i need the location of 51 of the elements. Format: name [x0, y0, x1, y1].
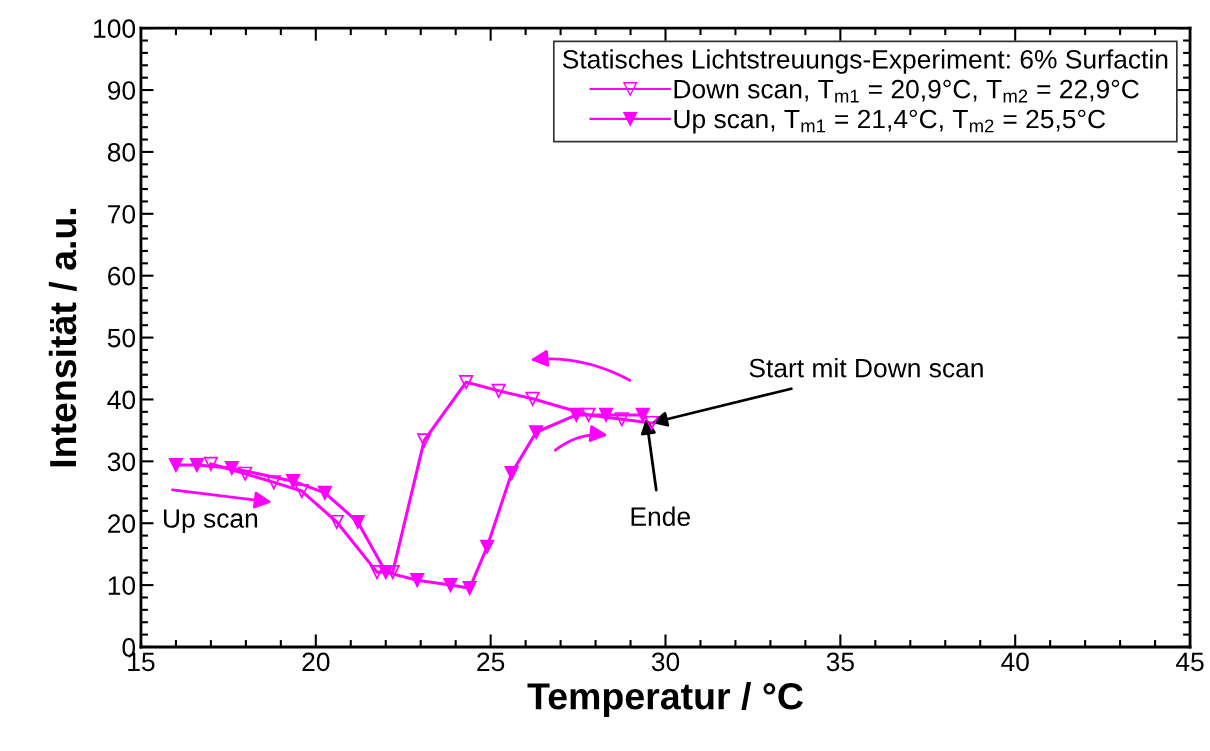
point: [644, 415, 659, 431]
point: [443, 578, 458, 593]
y-tick-label: 30: [107, 452, 136, 472]
point: [224, 461, 239, 476]
point: [329, 514, 344, 530]
point: [635, 407, 650, 423]
legend-label: Down scan, T$_{m1}$ = 20,9°C, T$_{m2}$ = 22,9°C: [674, 79, 1139, 103]
point: [294, 483, 309, 499]
y-tick-label: 20: [108, 514, 136, 534]
annotation: Ende: [631, 506, 690, 526]
x-tick-label: 25: [477, 652, 505, 672]
y-tick-label: 50: [107, 328, 136, 348]
annotation: Start mit Down scan: [749, 358, 983, 378]
point: [569, 407, 584, 423]
point: [581, 407, 596, 423]
x-axis-title: Temperatur / °C: [527, 682, 803, 717]
point: [285, 474, 301, 489]
point: [598, 407, 614, 423]
point: [614, 412, 629, 427]
annotation: Up scan: [163, 509, 258, 534]
point: [317, 485, 332, 500]
y-tick-label: 90: [107, 81, 136, 100]
point: [459, 375, 474, 390]
legend-title: Statisches Lichtstreuungs-Experiment: 6% Surfactin: [562, 49, 1168, 74]
legend-label: Up scan, T$_{m1}$ = 21,4°C, T$_{m2}$ = 25,5°C: [674, 109, 1106, 134]
point: [491, 383, 506, 398]
point: [480, 539, 495, 554]
point: [189, 457, 205, 473]
point: [462, 581, 477, 596]
x-tick-label: 35: [826, 652, 854, 672]
point: [410, 573, 425, 588]
point: [266, 475, 281, 490]
point: [525, 391, 540, 406]
x-tick-label: 20: [302, 652, 330, 672]
y-tick-label: 60: [108, 266, 136, 286]
y-tick-label: 70: [108, 204, 136, 224]
y-tick-label: 80: [107, 143, 136, 162]
point: [203, 456, 218, 471]
point: [168, 457, 184, 473]
x-tick-label: 45: [1175, 652, 1204, 672]
y-tick-label: 10: [108, 576, 136, 595]
y-tick-label: 100: [94, 19, 136, 38]
point: [417, 433, 432, 448]
point: [238, 466, 253, 481]
y-axis-title: Intensität / a.u.: [48, 208, 77, 467]
x-tick-label: 30: [651, 652, 680, 672]
x-tick-label: 40: [1001, 652, 1029, 672]
point: [350, 514, 365, 530]
y-tick-label: 40: [107, 390, 136, 410]
point: [504, 466, 519, 481]
point: [529, 425, 544, 440]
